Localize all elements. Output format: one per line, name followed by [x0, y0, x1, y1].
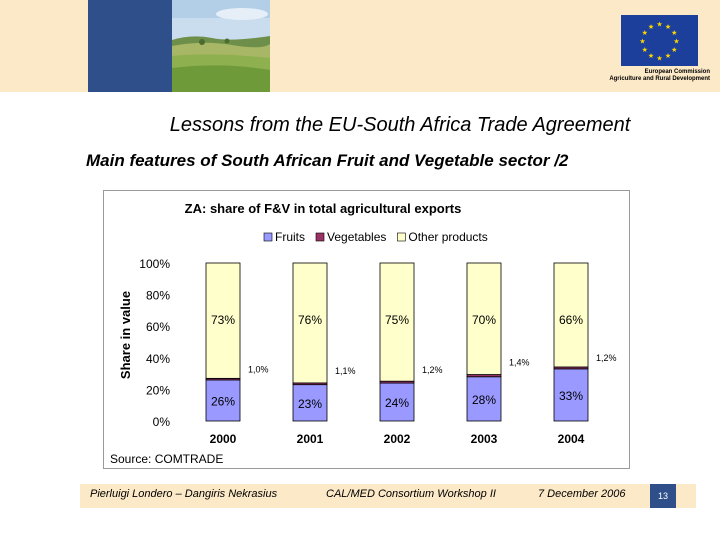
footer-authors: Pierluigi Londero – Dangiris Nekrasius	[90, 488, 278, 500]
chart-bars: 26% 73% 1,0% 23% 76% 1,1% 24% 75% 1,2% 28% 70% 1,4%…	[205, 262, 617, 422]
data-label-fruits: 33%	[559, 389, 583, 403]
bar-other-products	[292, 262, 328, 384]
legend-swatch	[315, 232, 325, 242]
data-label-other-products: 66%	[559, 313, 583, 327]
chart-frame: ZA: share of F&V in total agricultural e…	[103, 190, 630, 469]
data-label-other-products: 70%	[472, 313, 496, 327]
data-label-fruits: 23%	[298, 397, 322, 411]
data-label-vegetables: 1,1%	[335, 366, 356, 376]
chart-source: Source: COMTRADE	[110, 452, 223, 466]
data-label-vegetables: 1,2%	[422, 365, 443, 375]
x-tick-label: 2001	[297, 432, 324, 446]
y-tick-label: 80%	[146, 289, 170, 303]
eu-star-icon: ★	[671, 46, 677, 54]
bar-fruits	[205, 379, 241, 422]
legend-swatch	[397, 232, 406, 242]
bar-fruits	[466, 376, 502, 422]
x-tick-label: 2004	[558, 432, 585, 446]
eu-star-icon: ★	[656, 55, 662, 63]
bar-fruits	[379, 382, 415, 422]
eu-star-icon: ★	[648, 52, 654, 60]
eu-flag-logo: ★ ★ ★ ★ ★ ★ ★ ★ ★ ★ ★ ★	[621, 15, 698, 66]
eu-caption: European Commission Agriculture and Rura…	[566, 69, 710, 83]
x-tick-label: 2003	[471, 432, 498, 446]
x-axis-ticks: 2000 2001 2002 2003 2004	[210, 432, 585, 446]
eu-caption-line2: Agriculture and Rural Development	[609, 76, 710, 82]
x-tick-label: 2002	[384, 432, 411, 446]
eu-star-icon: ★	[656, 21, 662, 29]
y-tick-label: 0%	[153, 415, 171, 429]
eu-star-icon: ★	[665, 23, 671, 31]
eu-star-icon: ★	[642, 29, 648, 37]
y-axis-label: Share in value	[118, 291, 133, 379]
eu-star-icon: ★	[639, 38, 645, 46]
data-label-other-products: 75%	[385, 313, 409, 327]
y-tick-label: 20%	[146, 383, 170, 397]
eu-star-icon: ★	[648, 23, 654, 31]
data-label-other-products: 73%	[211, 313, 235, 327]
chart-legend: Fruits Vegetables Other products	[263, 230, 488, 244]
y-axis-ticks: 0% 20% 40% 60% 80% 100%	[139, 257, 170, 429]
legend-label: Other products	[408, 230, 487, 244]
x-tick-label: 2000	[210, 432, 237, 446]
legend-swatch	[263, 232, 273, 242]
data-label-vegetables: 1,0%	[248, 364, 269, 374]
data-label-other-products: 76%	[298, 313, 322, 327]
legend-label: Vegetables	[327, 230, 386, 244]
eu-star-icon: ★	[671, 29, 677, 37]
legend-label: Fruits	[275, 230, 305, 244]
data-label-vegetables: 1,2%	[596, 353, 617, 363]
data-label-vegetables: 1,4%	[509, 358, 530, 368]
stacked-bar-chart: ZA: share of F&V in total agricultural e…	[110, 201, 617, 466]
footer-event: CAL/MED Consortium Workshop II	[326, 488, 496, 500]
data-label-fruits: 28%	[472, 393, 496, 407]
data-label-fruits: 24%	[385, 396, 409, 410]
eu-caption-line1: European Commission	[644, 69, 710, 75]
y-tick-label: 100%	[139, 257, 170, 271]
bar-fruits	[292, 384, 328, 422]
bar-other-products	[379, 262, 415, 382]
slide-subtitle: Main features of South African Fruit and…	[86, 151, 569, 170]
data-label-fruits: 26%	[211, 394, 235, 408]
footer-date: 7 December 2006	[538, 488, 626, 500]
eu-star-icon: ★	[673, 38, 679, 46]
bar-other-products	[205, 262, 241, 379]
eu-star-icon: ★	[665, 52, 671, 60]
header-blue-block	[88, 0, 172, 92]
eu-star-icon: ★	[642, 46, 648, 54]
y-tick-label: 60%	[146, 320, 170, 334]
chart-title: ZA: share of F&V in total agricultural e…	[185, 201, 462, 216]
bar-other-products	[466, 262, 502, 375]
footer: Pierluigi Londero – Dangiris Nekrasius C…	[80, 484, 696, 508]
bar-other-products	[553, 262, 589, 368]
page-number: 13	[650, 484, 676, 508]
bar-fruits	[553, 368, 589, 422]
y-tick-label: 40%	[146, 352, 170, 366]
slide-title: Lessons from the EU-South Africa Trade A…	[169, 114, 631, 136]
landscape-image	[172, 0, 270, 92]
